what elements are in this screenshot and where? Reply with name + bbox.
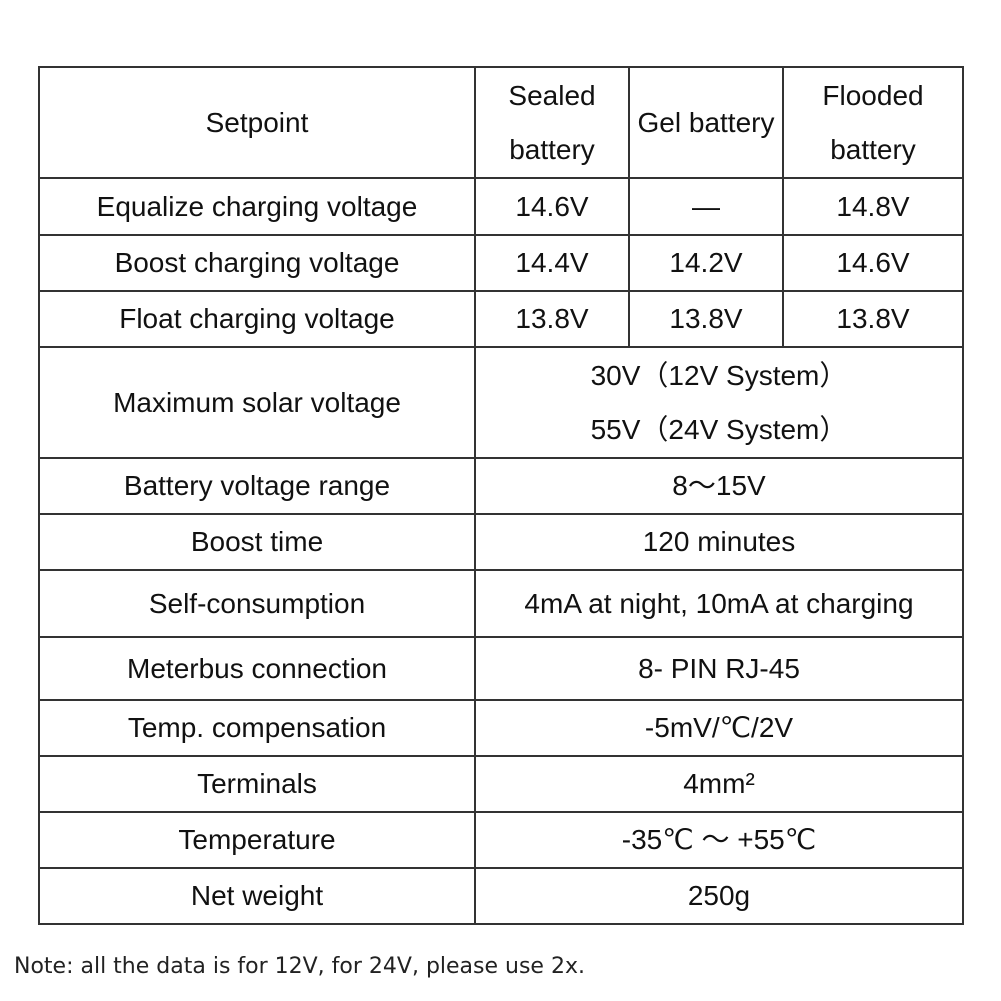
row-label: Float charging voltage bbox=[38, 290, 476, 348]
value-cell: 4mm² bbox=[474, 755, 964, 813]
value-cell: 120 minutes bbox=[474, 513, 964, 571]
row-label: Temp. compensation bbox=[38, 699, 476, 757]
table-row: Terminals 4mm² bbox=[38, 755, 964, 813]
header-row: Setpoint Sealed battery Gel battery Flooded… bbox=[38, 66, 964, 179]
row-label: Battery voltage range bbox=[38, 457, 476, 515]
value-line: 30V（12V System） bbox=[590, 359, 848, 391]
value-cell: 250g bbox=[474, 867, 964, 925]
header-cell: Sealed battery bbox=[474, 66, 630, 179]
table-row: Battery voltage range 8～15V bbox=[38, 457, 964, 515]
row-label: Maximum solar voltage bbox=[38, 346, 476, 459]
table-row: Float charging voltage 13.8V 13.8V 13.8V bbox=[38, 290, 964, 348]
note: Note: all the data is for 12V, for 24V, … bbox=[14, 954, 585, 979]
row-label: Terminals bbox=[38, 755, 476, 813]
row-label: Boost charging voltage bbox=[38, 234, 476, 292]
value-cell: 13.8V bbox=[628, 290, 784, 348]
table-row: Boost time 120 minutes bbox=[38, 513, 964, 571]
header-cell: Gel battery bbox=[628, 66, 784, 179]
value-cell: 4mA at night, 10mA at charging bbox=[474, 569, 964, 638]
table-row: Temp. compensation -5mV/℃/2V bbox=[38, 699, 964, 757]
table-body: Setpoint Sealed battery Gel battery Flooded… bbox=[38, 66, 964, 925]
table-row: Maximum solar voltage 30V（12V System） 55V（… bbox=[38, 346, 964, 459]
value-cell: 14.4V bbox=[474, 234, 630, 292]
row-label: Temperature bbox=[38, 811, 476, 869]
value-cell: 13.8V bbox=[782, 290, 964, 348]
row-label: Meterbus connection bbox=[38, 636, 476, 701]
value-cell: -5mV/℃/2V bbox=[474, 699, 964, 757]
row-label: Net weight bbox=[38, 867, 476, 925]
value-cell: — bbox=[628, 177, 784, 236]
value-cell: -35℃ ～ +55℃ bbox=[474, 811, 964, 869]
table-row: Temperature -35℃ ～ +55℃ bbox=[38, 811, 964, 869]
value-cell: 8～15V bbox=[474, 457, 964, 515]
table-row: Net weight 250g bbox=[38, 867, 964, 925]
table-row: Self-consumption 4mA at night, 10mA at ch… bbox=[38, 569, 964, 638]
value-cell: 8- PIN RJ-45 bbox=[474, 636, 964, 701]
header-cell: Setpoint bbox=[38, 66, 476, 179]
value-cell: 14.6V bbox=[782, 234, 964, 292]
table-row: Meterbus connection 8- PIN RJ-45 bbox=[38, 636, 964, 701]
row-label: Equalize charging voltage bbox=[38, 177, 476, 236]
table-row: Boost charging voltage 14.4V 14.2V 14.6V bbox=[38, 234, 964, 292]
value-cell: 14.8V bbox=[782, 177, 964, 236]
value-cell: 30V（12V System） 55V（24V System） bbox=[474, 346, 964, 459]
row-label: Boost time bbox=[38, 513, 476, 571]
spec-table: Setpoint Sealed battery Gel battery Flooded… bbox=[38, 66, 964, 925]
row-label: Self-consumption bbox=[38, 569, 476, 638]
value-line: 55V（24V System） bbox=[590, 413, 848, 445]
header-cell: Flooded battery bbox=[782, 66, 964, 179]
value-cell: 14.2V bbox=[628, 234, 784, 292]
table-row: Equalize charging voltage 14.6V —14.8V bbox=[38, 177, 964, 236]
value-cell: 13.8V bbox=[474, 290, 630, 348]
value-cell: 14.6V bbox=[474, 177, 630, 236]
